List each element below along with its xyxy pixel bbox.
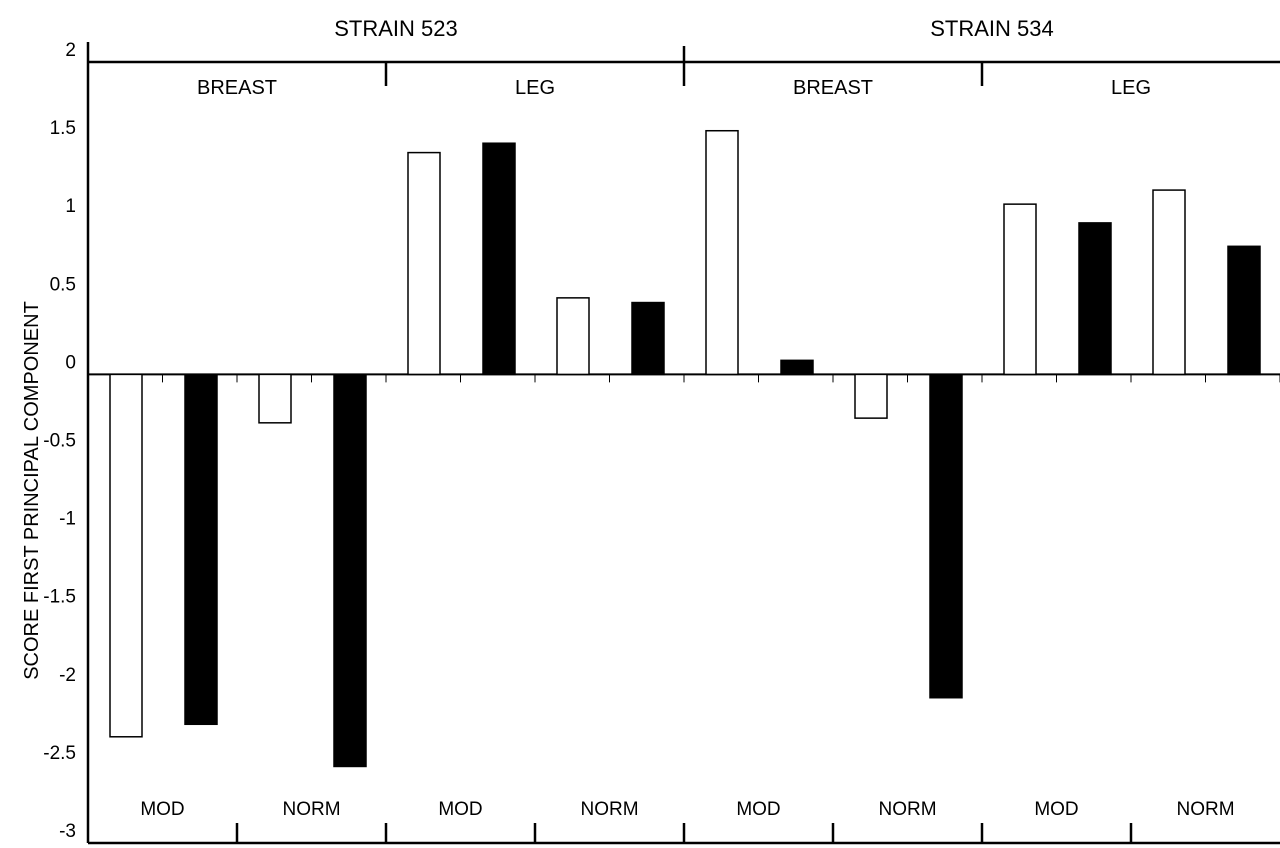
strain-label: STRAIN 523	[334, 16, 458, 41]
y-tick-label: -2	[59, 665, 76, 686]
y-tick-label: -0.5	[43, 431, 76, 452]
condition-label: MOD	[438, 799, 482, 820]
condition-label: NORM	[580, 799, 638, 820]
tissue-label: BREAST	[793, 77, 873, 99]
tissue-label: LEG	[515, 77, 555, 99]
bar-open	[1003, 203, 1037, 376]
bar-filled	[1227, 245, 1261, 376]
condition-label: NORM	[1176, 799, 1234, 820]
bar-filled	[631, 301, 665, 376]
bar-open	[258, 373, 292, 424]
bar-filled	[184, 373, 218, 726]
y-tick-label: -3	[59, 821, 76, 842]
y-tick-label: 0.5	[50, 274, 76, 295]
bar-open	[407, 151, 441, 376]
y-tick-label: 0	[65, 352, 76, 373]
condition-label: MOD	[140, 799, 184, 820]
condition-label: NORM	[878, 799, 936, 820]
bar-open	[854, 373, 888, 419]
bar-filled	[1078, 222, 1112, 376]
y-tick-label: 1.5	[50, 118, 76, 139]
y-tick-label: 2	[65, 40, 76, 61]
y-tick-label: -1.5	[43, 587, 76, 608]
y-axis-title: SCORE FIRST PRINCIPAL COMPONENT	[21, 301, 43, 680]
tissue-label: LEG	[1111, 77, 1151, 99]
bar-filled	[780, 359, 814, 376]
y-tick-label: -2.5	[43, 743, 76, 764]
condition-label: MOD	[736, 799, 780, 820]
bar-open	[1152, 189, 1186, 376]
tissue-label: BREAST	[197, 77, 277, 99]
condition-label: NORM	[282, 799, 340, 820]
bar-filled	[333, 373, 367, 768]
bar-filled	[929, 373, 963, 699]
bar-open	[705, 129, 739, 376]
bar-filled	[482, 142, 516, 376]
strain-label: STRAIN 534	[930, 16, 1054, 41]
bar-open	[109, 373, 143, 738]
y-tick-label: -1	[59, 509, 76, 530]
bar-open	[556, 297, 590, 376]
condition-label: MOD	[1034, 799, 1078, 820]
y-tick-label: 1	[65, 196, 76, 217]
